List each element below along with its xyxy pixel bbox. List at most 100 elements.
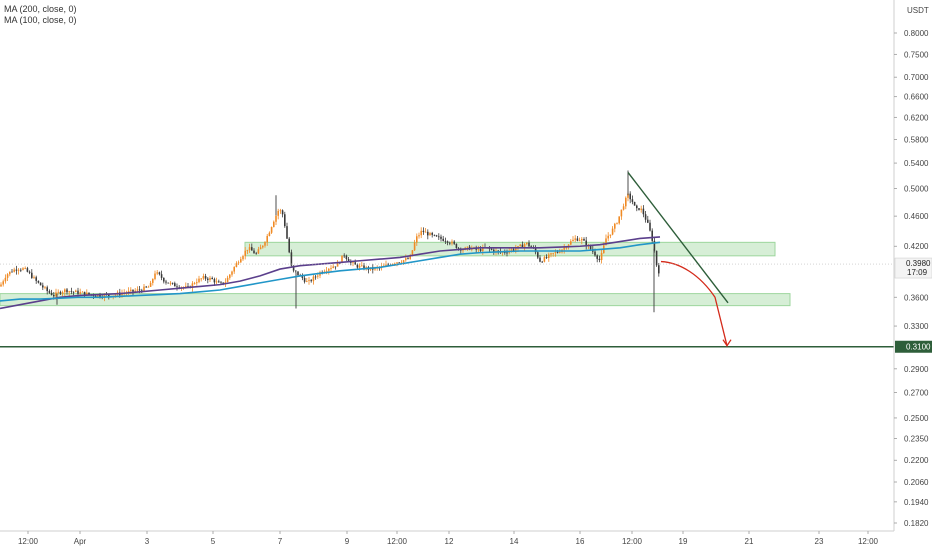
candle-body	[440, 236, 442, 239]
candle-body	[20, 269, 22, 271]
candle-body	[501, 252, 504, 253]
candle-body	[528, 242, 530, 247]
candle-body	[303, 277, 306, 282]
candle-body	[233, 267, 235, 272]
candle-body	[169, 282, 172, 284]
candle-body	[638, 208, 640, 210]
candle-body	[413, 242, 416, 251]
candle-body	[600, 252, 603, 261]
candle-body	[578, 240, 581, 242]
candle-body	[442, 238, 444, 241]
candle-body	[649, 222, 651, 231]
candle-body	[449, 242, 451, 244]
candle-body	[134, 290, 136, 292]
candle-body	[138, 289, 141, 291]
candle-body	[598, 258, 601, 261]
candle-body	[191, 283, 194, 288]
candle-body	[308, 280, 310, 282]
candle-body	[275, 215, 277, 222]
candle-body	[231, 271, 233, 275]
candle-body	[53, 295, 55, 297]
target-price-badge	[895, 340, 932, 353]
candle-body	[479, 249, 482, 252]
candle-body	[301, 275, 304, 278]
candle-body	[594, 251, 596, 256]
candle-body	[196, 282, 198, 284]
candle-body	[620, 209, 623, 217]
countdown-label: 17:09	[907, 268, 928, 277]
ma200-line	[0, 236, 661, 310]
candle-body	[44, 287, 46, 289]
candle-body	[482, 247, 484, 252]
candle-body	[306, 281, 308, 282]
candle-body	[618, 216, 620, 224]
candle-body	[222, 282, 224, 284]
candle-body	[636, 205, 638, 209]
candle-body	[572, 239, 574, 242]
candle-body	[356, 264, 359, 268]
candle-body	[156, 272, 158, 274]
candle-body	[596, 255, 598, 259]
candle-body	[336, 262, 339, 267]
candle-body	[387, 264, 389, 266]
x-tick-label: 23	[815, 537, 824, 546]
candle-body	[644, 214, 647, 220]
legend-ma100[interactable]: MA (100, close, 0)	[4, 15, 77, 25]
candle-body	[394, 263, 396, 265]
candle-body	[240, 259, 242, 263]
drawings	[0, 171, 894, 348]
y-tick-label: 0.2060	[904, 478, 929, 487]
candle-body	[345, 255, 348, 259]
candle-body	[97, 294, 99, 297]
x-tick-label: 12:00	[387, 537, 408, 546]
candle-body	[154, 273, 156, 279]
candle-body	[273, 221, 275, 228]
candle-body	[400, 262, 403, 264]
candle-body	[281, 210, 284, 215]
candle-body	[576, 238, 579, 241]
candle-body	[424, 231, 427, 233]
projection-arrowhead	[722, 339, 732, 347]
candle-body	[136, 289, 139, 291]
descending-trendline	[627, 171, 729, 304]
candle-body	[187, 286, 189, 287]
legend-ma200[interactable]: MA (200, close, 0)	[4, 4, 77, 14]
y-tick-label: 0.2200	[904, 456, 929, 465]
candle-body	[176, 286, 178, 288]
candle-body	[77, 290, 79, 294]
candle-body	[526, 242, 528, 245]
candle-body	[614, 223, 616, 229]
candle-body	[541, 261, 543, 263]
y-tick-label: 0.3300	[904, 322, 929, 331]
y-tick-label: 0.1820	[904, 519, 929, 528]
candle-body	[0, 284, 2, 287]
candle-body	[455, 243, 458, 249]
zone-1	[0, 293, 791, 307]
candle-body	[28, 271, 31, 273]
candle-body	[506, 252, 508, 254]
y-tick-label: 0.8000	[904, 29, 929, 38]
candle-body	[609, 234, 612, 236]
candle-body	[435, 235, 438, 237]
candle-body	[583, 239, 585, 241]
candle-body	[633, 201, 636, 206]
candle-body	[570, 241, 572, 245]
x-tick-label: 9	[345, 537, 350, 546]
current-price-badge	[894, 257, 932, 279]
candle-body	[141, 290, 143, 292]
candle-body	[510, 249, 513, 251]
candle-body	[334, 266, 337, 268]
y-tick-label: 0.5800	[904, 135, 929, 144]
candle-body	[409, 255, 411, 259]
candle-body	[625, 197, 627, 207]
candle-body	[37, 280, 40, 283]
candle-body	[48, 291, 51, 293]
currency-label[interactable]: USDT	[907, 6, 929, 15]
candle-body	[264, 242, 266, 246]
candle-body	[655, 250, 658, 266]
candle-body	[325, 270, 328, 272]
candle-body	[431, 232, 433, 235]
